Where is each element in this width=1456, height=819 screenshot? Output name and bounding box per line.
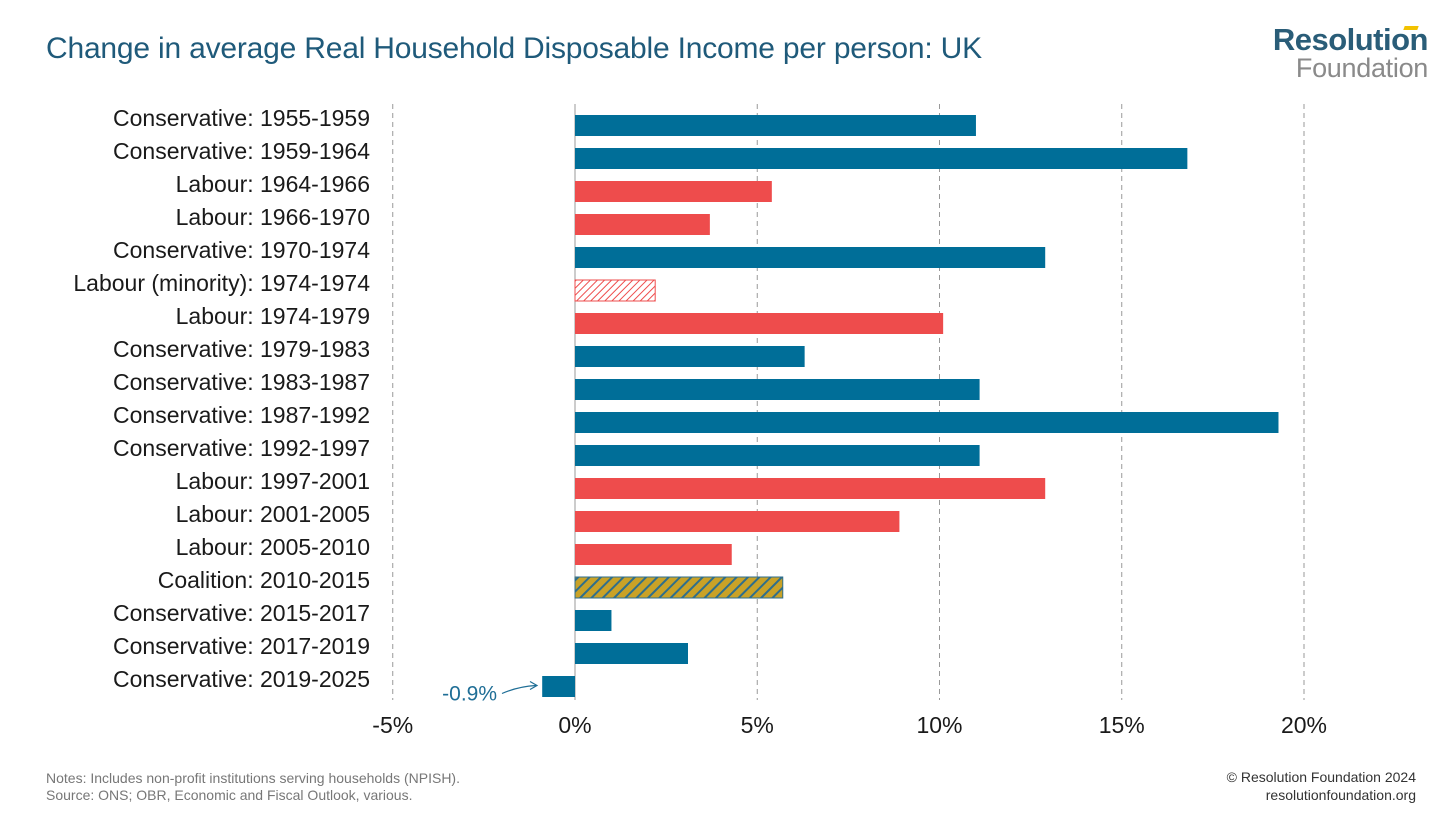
category-label: Conservative: 1983-1987 [113,369,370,395]
bar [575,181,772,202]
x-tick-label: 20% [1281,712,1327,738]
annotation-arrowhead [529,680,539,691]
bar [575,511,900,532]
category-label: Labour: 1974-1979 [176,303,370,329]
category-label: Labour: 2005-2010 [176,534,370,560]
logo-line1: Resolution [1272,22,1429,57]
bar [574,576,784,599]
logo-line2: Foundation [1295,53,1428,83]
x-tick-label: 0% [558,712,591,738]
notes-line: Notes: Includes non-profit institutions … [46,770,460,786]
bar [575,610,612,631]
bar [575,346,805,367]
bar [574,279,656,302]
source-line: Source: ONS; OBR, Economic and Fiscal Ou… [46,787,413,803]
x-tick-label: 10% [916,712,962,738]
category-label: Conservative: 1970-1974 [113,237,370,263]
gridlines [392,104,1305,700]
bar [575,412,1279,433]
website-line: resolutionfoundation.org [1265,787,1416,803]
x-tick-label: -5% [372,712,413,738]
annotation-arrow [501,684,537,695]
category-label: Labour (minority): 1974-1974 [73,270,370,296]
category-label: Conservative: 2017-2019 [113,633,370,659]
category-label: Conservative: 1987-1992 [113,402,370,428]
category-label: Conservative: 1979-1983 [113,336,370,362]
bar [575,148,1188,169]
category-label: Conservative: 2015-2017 [113,600,370,626]
category-label: Labour: 1966-1970 [176,204,370,230]
chart-title: Change in average Real Household Disposa… [46,32,982,65]
bar [575,445,980,466]
resolution-foundation-logo: Resolution Foundation [1272,22,1429,83]
annotation: -0.9% [442,680,539,706]
category-label: Coalition: 2010-2015 [158,567,370,593]
x-tick-label: 5% [741,712,774,738]
bar [575,313,944,334]
category-label: Labour: 2001-2005 [176,501,370,527]
category-label: Conservative: 1955-1959 [113,105,370,131]
credit: © Resolution Foundation 2024 resolutionf… [1227,768,1416,804]
x-tick-label: 15% [1099,712,1145,738]
category-label: Conservative: 1959-1964 [113,138,370,164]
category-label: Conservative: 2019-2025 [113,666,370,692]
category-labels: Conservative: 1955-1959 Conservative: 195… [73,105,370,692]
category-label: Labour: 1964-1966 [176,171,370,197]
copyright-line: © Resolution Foundation 2024 [1226,769,1416,785]
x-tick-labels: -5% 0% 5% 10% 15% 20% [372,712,1327,738]
bar [575,379,980,400]
category-label: Conservative: 1992-1997 [113,435,370,461]
notes: Notes: Includes non-profit institutions … [46,770,460,804]
category-label: Labour: 1997-2001 [176,468,370,494]
bar [575,643,688,664]
bar [575,478,1046,499]
bar [575,115,976,136]
bar [542,676,575,697]
bar [575,544,732,565]
bar [575,214,710,235]
bars [542,115,1279,697]
annotation-label: -0.9% [442,683,497,706]
bar [575,247,1046,268]
